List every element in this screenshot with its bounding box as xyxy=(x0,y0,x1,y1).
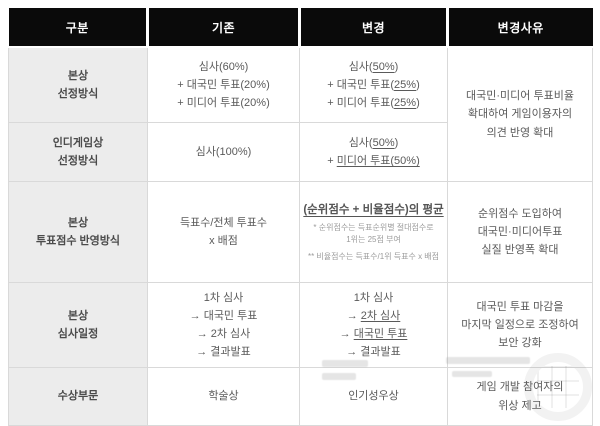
cell-reason: 순위점수 도입하여 대국민·미디어투표 실질 반영폭 확대 xyxy=(447,181,593,283)
cell-changed: 심사(50%) + 대국민 투표(25%) + 미디어 투표(25%) xyxy=(299,46,448,123)
cell-existing: 득표수/전체 투표수 x 배점 xyxy=(147,181,300,283)
header-category: 구분 xyxy=(8,8,148,48)
cell-changed: 인기성우상 xyxy=(299,367,448,426)
cell-changed: (순위점수 + 비율점수)의 평균 * 순위점수는 득표순위별 절대점수로 1위는… xyxy=(299,181,448,283)
row-label-vote-score-method: 본상 투표점수 반영방식 xyxy=(8,181,148,283)
table-row: 본상 선정방식 심사(60%) + 대국민 투표(20%) + 미디어 투표(20%)… xyxy=(8,46,593,182)
row-label-award-categories: 수상부문 xyxy=(8,367,148,426)
header-reason: 변경사유 xyxy=(446,8,593,48)
table-row: 본상 심사일정 1차 심사 → 대국민 투표 → 2차 심사 → 결과발표 1차 심사 →… xyxy=(8,282,593,368)
comparison-table: 구분 기존 변경 변경사유 본상 선정방식 심사(60%) + 대국민 투표(20%… xyxy=(8,8,593,426)
table-row: 수상부문 학술상 인기성우상 게임 개발 참여자의 위상 제고 xyxy=(8,367,593,426)
table-row: 본상 투표점수 반영방식 득표수/전체 투표수 x 배점 (순위점수 + 비율점수)… xyxy=(8,181,593,283)
row-label-judging-schedule: 본상 심사일정 xyxy=(8,282,148,368)
header-existing: 기존 xyxy=(146,8,300,48)
header-row: 구분 기존 변경 변경사유 xyxy=(8,8,593,48)
row-label-main-award-selection: 본상 선정방식 xyxy=(8,46,148,123)
row-label-indie-award-selection: 인디게임상 선정방식 xyxy=(8,122,148,182)
header-changed: 변경 xyxy=(298,8,448,48)
footnote-rank-score: * 순위점수는 득표순위별 절대점수로 1위는 25점 부여 xyxy=(313,223,434,245)
cell-existing: 학술상 xyxy=(147,367,300,426)
cell-reason: 대국민 투표 마감을 마지막 일정으로 조정하여 보안 강화 xyxy=(447,282,593,368)
cell-existing: 1차 심사 → 대국민 투표 → 2차 심사 → 결과발표 xyxy=(147,282,300,368)
cell-existing: 심사(60%) + 대국민 투표(20%) + 미디어 투표(20%) xyxy=(147,46,300,123)
cell-existing: 심사(100%) xyxy=(147,122,300,182)
cell-changed: 1차 심사 → 2차 심사 → 대국민 투표 → 결과발표 xyxy=(299,282,448,368)
footnote-ratio-score: ** 비율점수는 득표수/1위 득표수 x 배점 xyxy=(307,252,440,262)
changed-main-formula: (순위점수 + 비율점수)의 평균 xyxy=(303,203,444,216)
table-row: 인디게임상 선정방식 심사(100%) 심사(50%) + 미디어 투표(50%) xyxy=(8,122,593,182)
cell-reason: 대국민·미디어 투표비율 확대하여 게임이용자의 의견 반영 확대 xyxy=(447,46,593,182)
cell-reason: 게임 개발 참여자의 위상 제고 xyxy=(447,367,593,426)
cell-changed: 심사(50%) + 미디어 투표(50%) xyxy=(299,122,448,182)
